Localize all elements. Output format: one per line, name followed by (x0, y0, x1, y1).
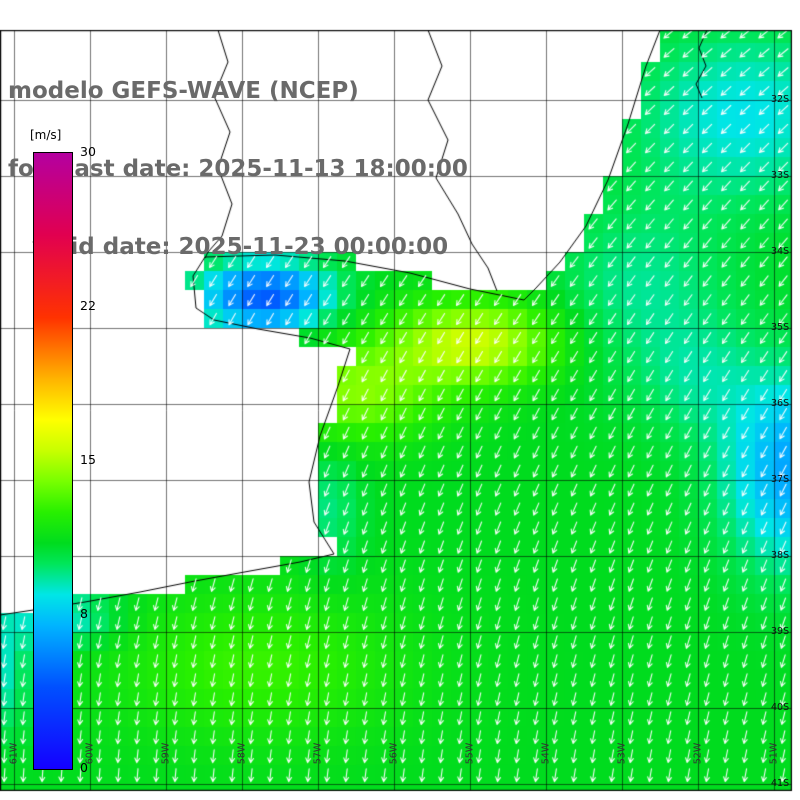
lon-label: 54W (540, 742, 552, 765)
lon-label: 59W (160, 742, 172, 765)
lon-label: 57W (312, 742, 324, 765)
colorbar-tick-label: 30 (80, 144, 96, 159)
lat-label: 38S (771, 550, 790, 561)
colorbar-tick-label: 8 (80, 606, 88, 621)
colorbar-tick-label: 22 (80, 298, 96, 313)
model-title: modelo GEFS-WAVE (NCEP) (8, 78, 359, 104)
lon-label: 58W (236, 742, 248, 765)
colorbar-tick-label: 15 (80, 452, 96, 467)
lon-label: 61W (8, 742, 20, 765)
colorbar-gradient (33, 152, 73, 770)
lat-label: 32S (771, 94, 790, 105)
colorbar-tick-label: 0 (80, 760, 88, 775)
lon-label: 60W (84, 742, 96, 765)
colorbar: [m/s] 30 22 15 8 0 (30, 128, 140, 788)
lon-label: 52W (692, 742, 704, 765)
lat-label: 39S (771, 626, 790, 637)
lon-label: 56W (388, 742, 400, 765)
lat-label: 33S (771, 170, 790, 181)
lat-label: 36S (771, 398, 790, 409)
lat-label: 37S (771, 474, 790, 485)
lat-label: 40S (771, 702, 790, 713)
lat-label: 41S (771, 778, 790, 789)
lat-label: 35S (771, 322, 790, 333)
lon-label: 51W (768, 742, 780, 765)
lat-label: 34S (771, 246, 790, 257)
lon-label: 55W (464, 742, 476, 765)
colorbar-unit-label: [m/s] (30, 128, 62, 142)
lon-label: 53W (616, 742, 628, 765)
